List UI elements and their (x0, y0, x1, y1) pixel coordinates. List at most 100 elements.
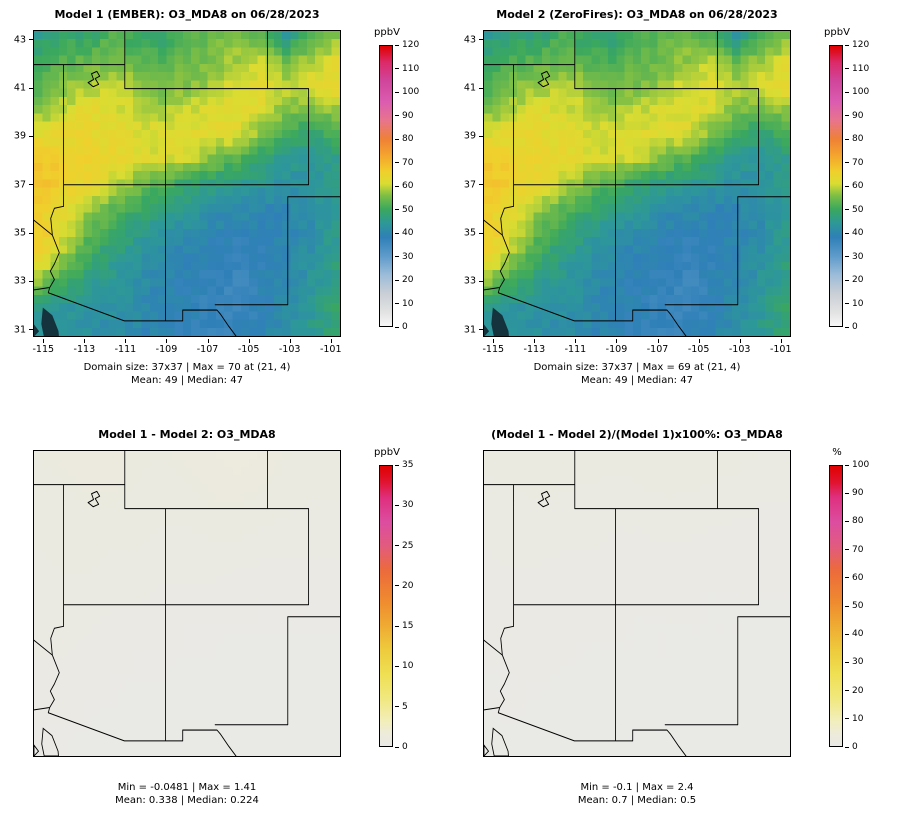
colorbar-tick-label: 5 (402, 701, 408, 712)
ozone-heatmap-canvas (484, 31, 790, 336)
colorbar-tick-labels: 0 10 20 30 40 50 60 70 80 90 100 110 120 (395, 40, 435, 332)
y-tick-mark (29, 280, 33, 282)
y-tick-label: 39 (463, 130, 476, 142)
colorbar-tick-mark (395, 162, 399, 163)
x-tick-label: -107 (196, 344, 219, 355)
stats-line-1: Domain size: 37x37 | Max = 69 at (21, 4) (533, 362, 741, 373)
panel-model1-map: Model 1 (EMBER): O3_MDA8 on 06/28/2023 4… (0, 0, 450, 420)
y-tick-label: 37 (463, 179, 476, 191)
colorbar-tick-label: 100 (852, 87, 870, 97)
colorbar-tick-mark (395, 746, 399, 748)
y-tick-mark (479, 184, 483, 186)
y-tick-label: 35 (463, 227, 476, 239)
map-plot-area (483, 450, 791, 757)
colorbar-tick-mark (845, 138, 849, 140)
y-tick-label: 37 (13, 179, 26, 191)
colorbar-tick-label: 100 (852, 460, 870, 470)
colorbar-tick-mark (395, 256, 399, 257)
colorbar-tick-label: 90 (402, 110, 414, 121)
y-tick-label: 31 (13, 324, 26, 336)
colorbar-tick-label: 30 (402, 500, 414, 511)
panel-title: Model 2 (ZeroFires): O3_MDA8 on 06/28/20… (496, 8, 778, 21)
colorbar-tick-label: 50 (402, 204, 414, 215)
colorbar-tick-label: 80 (402, 134, 414, 144)
x-tick-mark (207, 339, 209, 343)
colorbar-tick-mark (845, 232, 849, 234)
colorbar-tick-label: 90 (852, 488, 864, 499)
colorbar (379, 465, 393, 747)
colorbar-tick-label: 70 (402, 157, 414, 168)
colorbar-tick-mark (845, 279, 849, 281)
colorbar-tick-mark (845, 91, 849, 93)
colorbar (829, 465, 843, 747)
colorbar-tick-mark (395, 464, 399, 466)
stats-line-2: Mean: 49 | Median: 47 (581, 375, 693, 386)
ozone-heatmap-canvas (34, 31, 340, 336)
colorbar-tick-mark (845, 746, 849, 748)
colorbar-tick-label: 10 (852, 713, 864, 724)
x-tick-mark (616, 339, 618, 343)
colorbar-tick-mark (845, 661, 849, 663)
panel-percent-difference-map: (Model 1 - Model 2)/(Model 1)x100%: O3_M… (450, 420, 900, 840)
colorbar (379, 45, 393, 327)
colorbar-tick-mark (395, 585, 399, 587)
x-tick-label: -101 (319, 344, 342, 355)
x-tick-label: -113 (73, 344, 96, 355)
state-border-lines (484, 31, 790, 336)
y-tick-mark (479, 87, 483, 89)
stats-line-1: Min = -0.1 | Max = 2.4 (580, 782, 694, 793)
colorbar-tick-label: 50 (852, 601, 864, 611)
y-tick-label: 43 (463, 34, 476, 46)
colorbar-tick-label: 0 (852, 322, 858, 332)
x-tick-mark (534, 339, 536, 343)
colorbar-tick-label: 90 (852, 110, 864, 121)
x-tick-label: -103 (728, 344, 751, 355)
colorbar-tick-mark (395, 91, 399, 93)
colorbar-tick-label: 120 (402, 40, 420, 50)
colorbar-tick-mark (395, 326, 399, 328)
colorbar-unit-label: ppbV (374, 447, 400, 458)
stats-line-2: Mean: 0.7 | Median: 0.5 (577, 795, 697, 806)
colorbar-tick-mark (395, 303, 399, 304)
colorbar-unit-label: % (832, 447, 842, 458)
colorbar-tick-label: 20 (852, 685, 864, 696)
colorbar-tick-label: 100 (402, 87, 420, 97)
colorbar-tick-label: 70 (852, 157, 864, 168)
colorbar-tick-mark (395, 209, 399, 210)
colorbar-tick-mark (395, 185, 399, 187)
colorbar-tick-label: 10 (852, 298, 864, 309)
x-axis (483, 759, 793, 777)
y-tick-label: 41 (463, 82, 476, 94)
y-tick-mark (479, 232, 483, 234)
stats-line-2: Mean: 0.338 | Median: 0.224 (115, 795, 259, 806)
y-axis: 43 41 39 37 35 33 31 (450, 30, 483, 339)
state-borders-overlay (34, 31, 340, 336)
x-tick-mark (125, 339, 127, 343)
colorbar-tick-label: 15 (402, 621, 414, 632)
y-tick-label: 31 (463, 324, 476, 336)
colorbar-tick-mark (395, 68, 399, 69)
colorbar-tick-mark (845, 520, 849, 522)
colorbar-tick-mark (845, 303, 849, 304)
x-tick-mark (330, 339, 332, 343)
colorbar-tick-label: 20 (402, 275, 414, 285)
colorbar-tick-label: 80 (852, 134, 864, 144)
x-tick-label: -105 (237, 344, 260, 355)
gulf-of-california-shape (34, 728, 58, 756)
y-tick-mark (29, 329, 33, 331)
colorbar-tick-mark (395, 44, 399, 46)
x-tick-mark (493, 339, 495, 343)
colorbar-tick-label: 50 (852, 204, 864, 215)
colorbar-tick-mark (395, 665, 399, 667)
gulf-of-california-shape (484, 308, 508, 336)
colorbar-tick-label: 40 (852, 228, 864, 238)
colorbar-tick-mark (845, 492, 849, 494)
colorbar-tick-mark (845, 115, 849, 116)
colorbar-tick-mark (395, 138, 399, 140)
x-tick-mark (43, 339, 45, 343)
colorbar-tick-label: 30 (852, 657, 864, 668)
y-tick-mark (479, 39, 483, 41)
state-borders-overlay (484, 451, 790, 756)
colorbar-tick-mark (845, 68, 849, 69)
